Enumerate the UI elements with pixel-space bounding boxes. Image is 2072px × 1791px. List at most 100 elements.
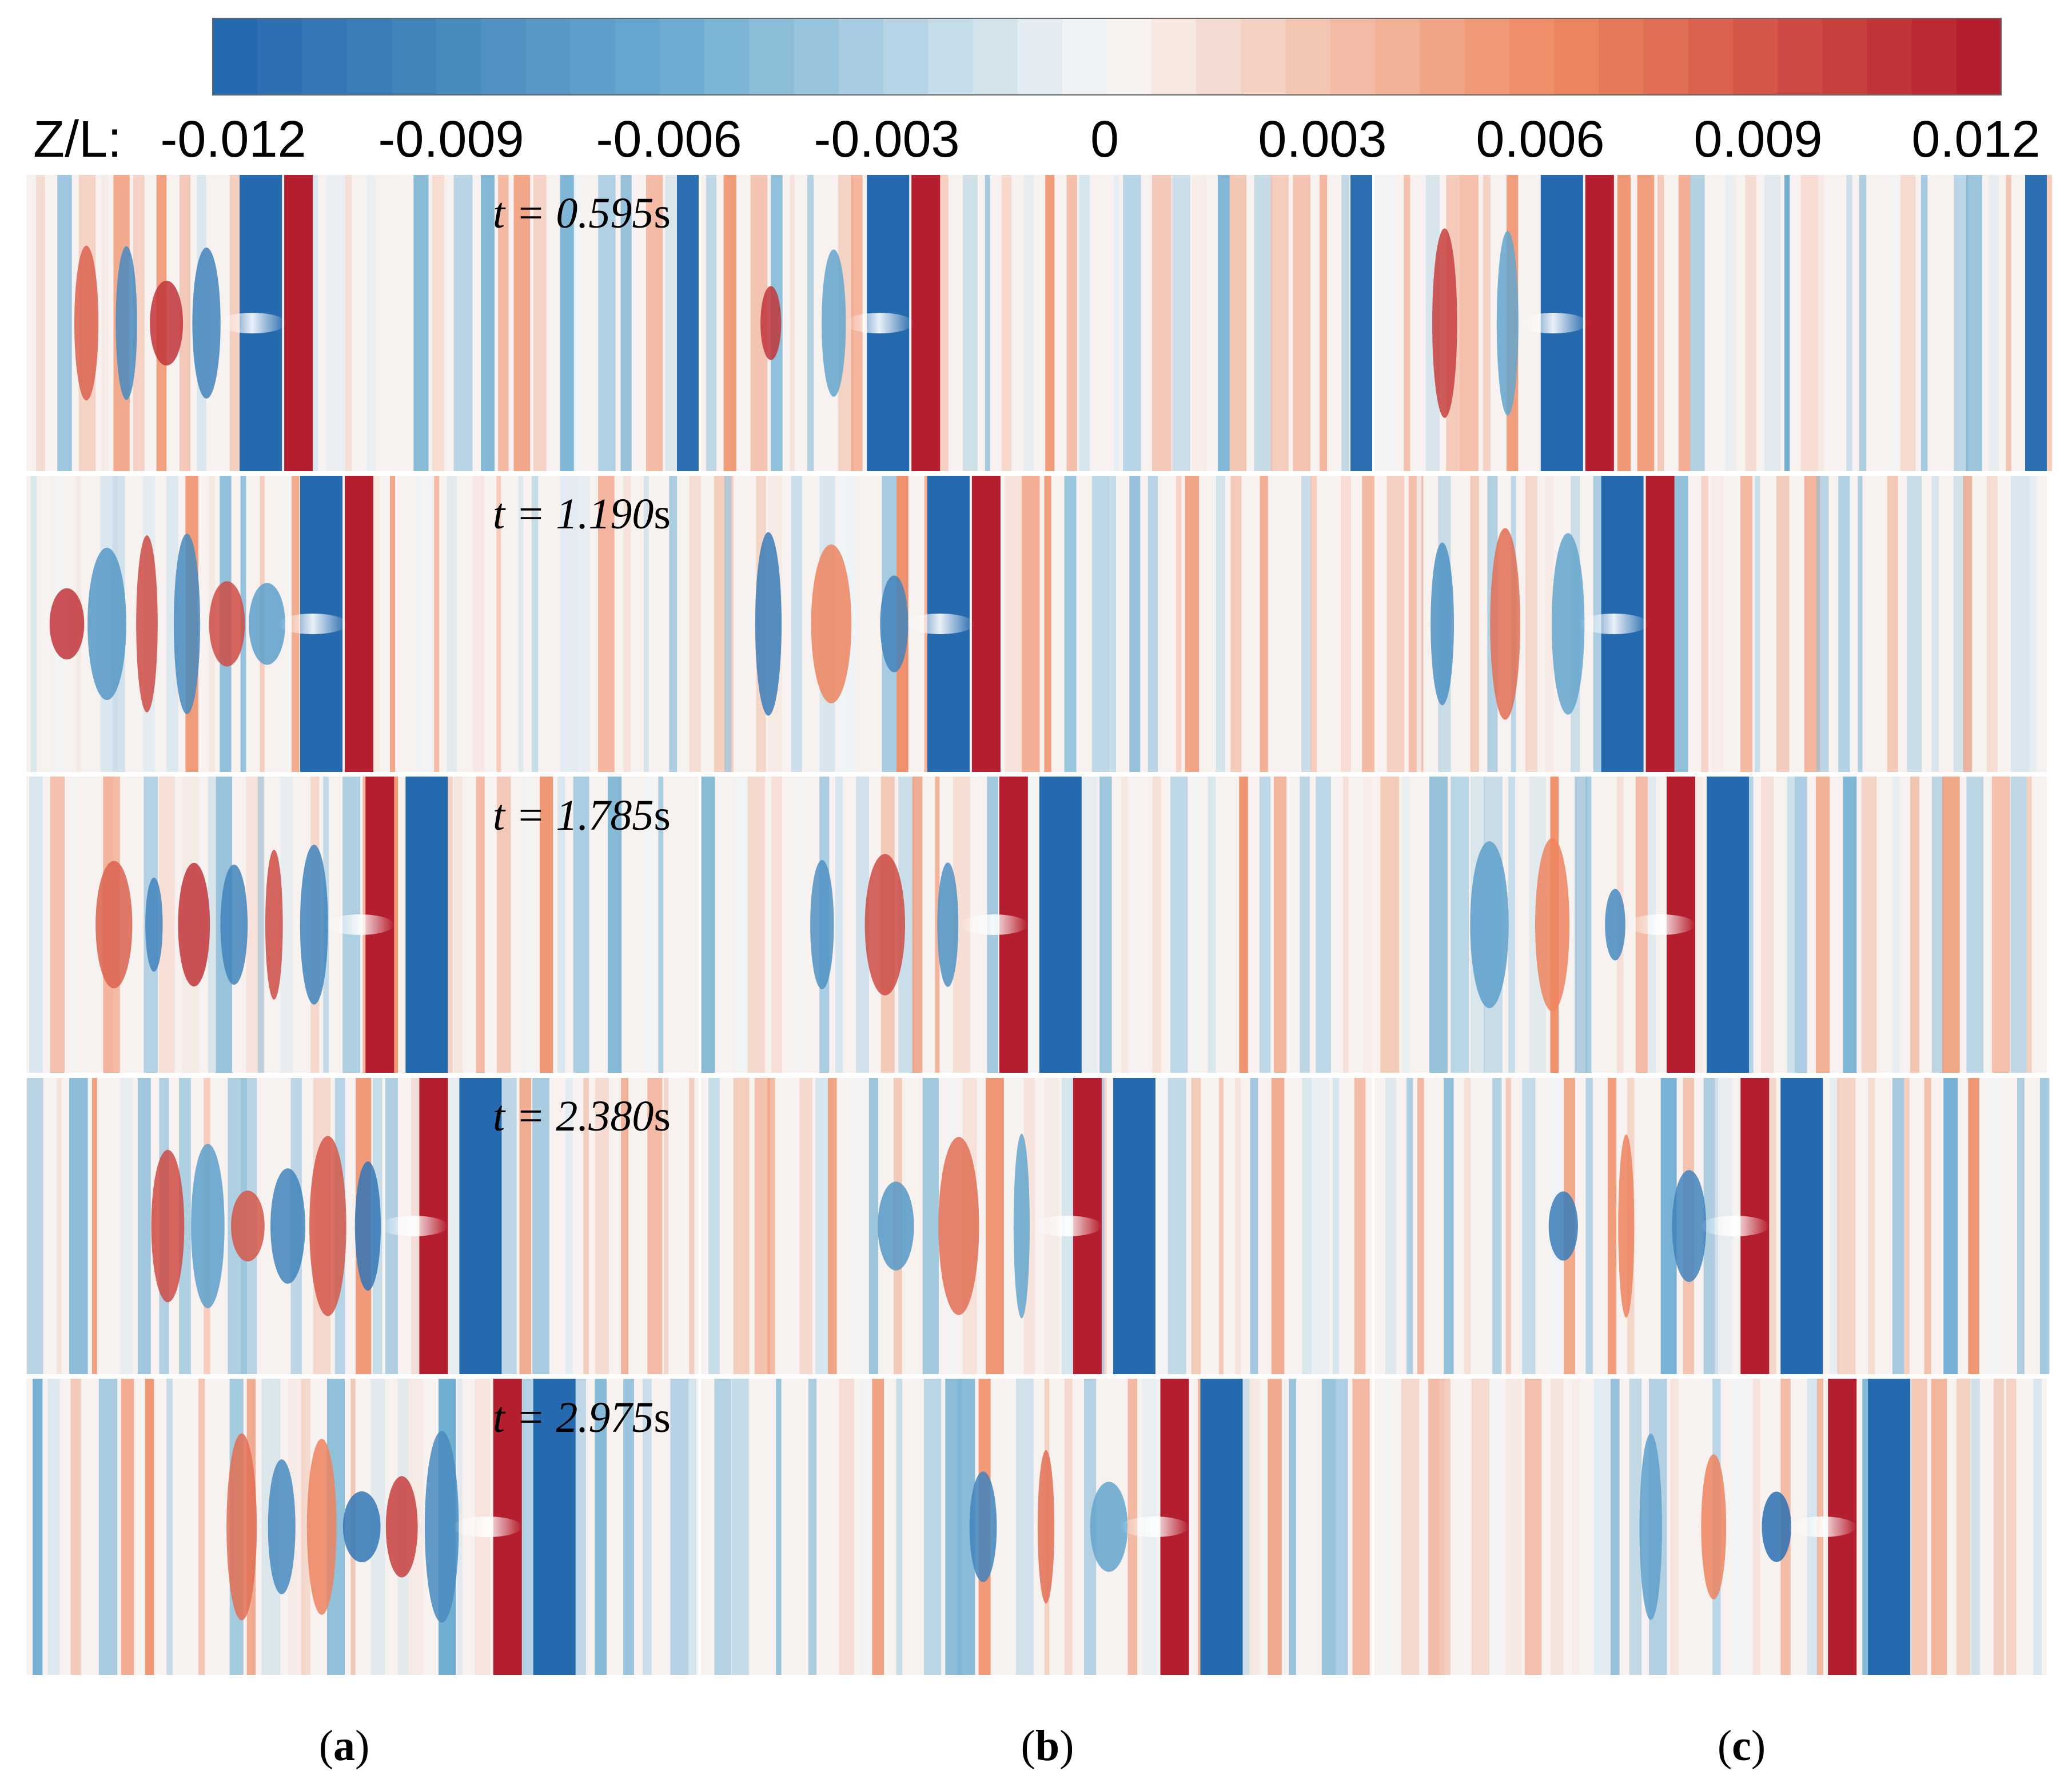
colorbar-tick-label: -0.003	[814, 111, 959, 168]
ripple-band	[922, 1078, 939, 1374]
ripple-band	[2006, 1379, 2017, 1675]
ripple-band	[985, 175, 990, 471]
wake-blob	[115, 246, 137, 400]
ripple-band	[1064, 1379, 1073, 1675]
ripple-band	[1489, 1379, 1503, 1675]
ripple-band	[476, 777, 485, 1073]
crest-band	[971, 476, 1001, 772]
ripple-band	[1289, 1379, 1297, 1675]
centerline-highlight	[959, 914, 1028, 935]
ripple-band	[1172, 175, 1190, 471]
ripple-band	[848, 476, 858, 772]
trough-band	[1039, 777, 1082, 1073]
ripple-band	[1302, 1078, 1312, 1374]
ripple-band	[1321, 1379, 1337, 1675]
ripple-band	[595, 1379, 607, 1675]
wake-blob	[1762, 1491, 1791, 1562]
wake-blob	[354, 1161, 381, 1291]
ripple-band	[539, 777, 553, 1073]
ripple-band	[724, 476, 732, 772]
ripple-band	[1185, 476, 1200, 772]
colorbar-swatch	[391, 18, 437, 95]
ripple-band	[628, 777, 635, 1073]
ripple-band	[1670, 1379, 1679, 1675]
colorbar-swatch	[1643, 18, 1689, 95]
ripple-band	[1545, 476, 1554, 772]
ripple-band	[598, 175, 616, 471]
wake-blob	[1013, 1133, 1030, 1319]
wake-blob	[1618, 1134, 1635, 1318]
colorbar-swatch	[1107, 18, 1152, 95]
ripple-band	[513, 175, 531, 471]
ripple-band	[1593, 1379, 1610, 1675]
ripple-band	[1192, 175, 1206, 471]
ripple-band	[808, 1379, 817, 1675]
colorbar-tick-label: 0.009	[1694, 111, 1822, 168]
ripple-band	[1271, 1078, 1285, 1374]
ripple-band	[1585, 777, 1592, 1073]
ripple-band	[1617, 175, 1631, 471]
wake-blob	[810, 860, 834, 989]
ripple-band	[1859, 175, 1867, 471]
ripple-band	[1887, 476, 1898, 772]
ripple-band	[57, 1078, 62, 1374]
ripple-band	[1320, 175, 1328, 471]
ripple-band	[669, 476, 678, 772]
ripple-band	[533, 175, 547, 471]
trough-band	[459, 1078, 502, 1374]
centerline-highlight	[453, 1517, 522, 1537]
ripple-band	[1380, 777, 1400, 1073]
ripple-band	[47, 1379, 60, 1675]
ripple-band	[1968, 1078, 1979, 1374]
wake-blob	[191, 1144, 225, 1308]
ripple-band	[133, 175, 145, 471]
ripple-band	[771, 777, 782, 1073]
ripple-band	[413, 175, 429, 471]
ripple-band	[923, 1379, 942, 1675]
centerline-highlight	[278, 614, 347, 634]
ripple-band	[1986, 1078, 2001, 1374]
ripple-band	[1129, 476, 1141, 772]
ripple-band	[70, 1379, 81, 1675]
colorbar-swatch	[973, 18, 1018, 95]
ripple-band	[29, 777, 43, 1073]
ripple-band	[1892, 1078, 1904, 1374]
colorbar-swatch	[1062, 18, 1107, 95]
ripple-band	[776, 1379, 782, 1675]
edge-band	[2025, 175, 2047, 471]
ripple-band	[1610, 1379, 1620, 1675]
ripple-band	[1001, 175, 1011, 471]
ripple-band	[733, 1078, 750, 1374]
wake-blob	[1431, 542, 1455, 706]
ripple-band	[963, 175, 978, 471]
ripple-band	[518, 476, 524, 772]
contour-panel-r3-b	[701, 777, 1381, 1073]
colorbar-swatch	[1509, 18, 1555, 95]
colorbar-swatch	[749, 18, 795, 95]
ripple-band	[1193, 777, 1200, 1073]
ripple-band	[1274, 777, 1286, 1073]
wake-blob	[265, 850, 283, 1000]
ripple-band	[573, 777, 589, 1073]
ripple-band	[835, 777, 843, 1073]
ripple-band	[1815, 777, 1830, 1073]
ripple-band	[1152, 777, 1161, 1073]
colorbar-swatch	[1151, 18, 1197, 95]
ripple-band	[1551, 1379, 1564, 1675]
ripple-band	[1505, 1078, 1511, 1374]
wake-blob	[1551, 533, 1585, 715]
ripple-band	[1712, 476, 1724, 772]
ripple-band	[180, 175, 191, 471]
crest-band	[1585, 175, 1614, 471]
ripple-band	[689, 1078, 695, 1374]
ripple-band	[796, 1379, 810, 1675]
ripple-band	[1301, 476, 1312, 772]
wake-blob	[178, 862, 210, 987]
ripple-band	[1352, 1379, 1370, 1675]
wake-blob	[231, 1191, 265, 1261]
ripple-band	[1216, 476, 1225, 772]
ripple-band	[453, 175, 473, 471]
ripple-band	[1310, 476, 1317, 772]
ripple-band	[257, 777, 264, 1073]
colorbar-swatch	[1554, 18, 1599, 95]
